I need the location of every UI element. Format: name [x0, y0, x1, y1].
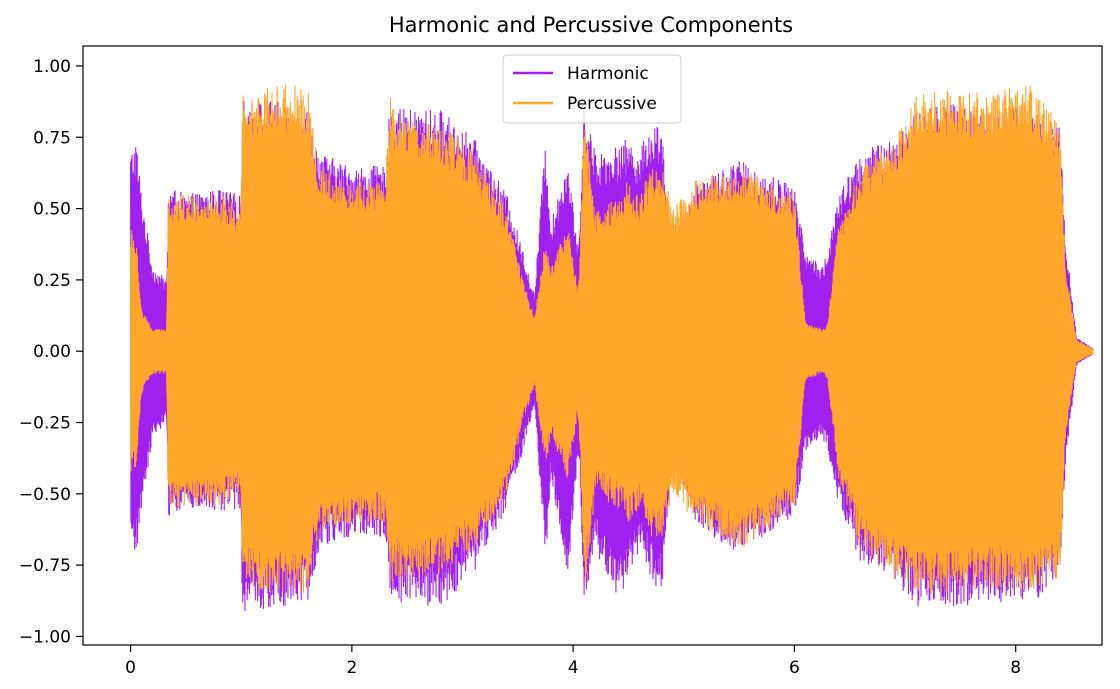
x-tick-label: 2: [346, 658, 357, 678]
legend-label-percussive: Percussive: [567, 94, 657, 114]
x-tick-label: 4: [568, 658, 579, 678]
legend: Harmonic Percussive: [502, 54, 682, 124]
x-tick-label: 0: [125, 658, 136, 678]
chart-title: Harmonic and Percussive Components: [389, 13, 793, 37]
x-tick-label: 6: [789, 658, 800, 678]
y-tick-label: −0.50: [19, 485, 71, 505]
plot-area: [130, 84, 1094, 612]
axes: 1.00 0.75 0.50 0.25 0.00 −0.25 −0.50 −0.75 −1.00…: [19, 45, 1103, 678]
y-tick-label: −0.25: [19, 414, 71, 434]
series-percussive-line: [130, 84, 1094, 594]
x-tick-label: 8: [1010, 658, 1021, 678]
y-tick-label: 1.00: [33, 57, 71, 77]
y-tick-label: 0.75: [33, 128, 71, 148]
y-tick-label: −0.75: [19, 556, 71, 576]
y-tick-label: 0.00: [33, 342, 71, 362]
legend-label-harmonic: Harmonic: [567, 64, 649, 84]
y-tick-label: 0.25: [33, 271, 71, 291]
plot-frame: [82, 45, 1103, 646]
y-tick-label: 0.50: [33, 200, 71, 220]
y-tick-label: −1.00: [19, 627, 71, 647]
